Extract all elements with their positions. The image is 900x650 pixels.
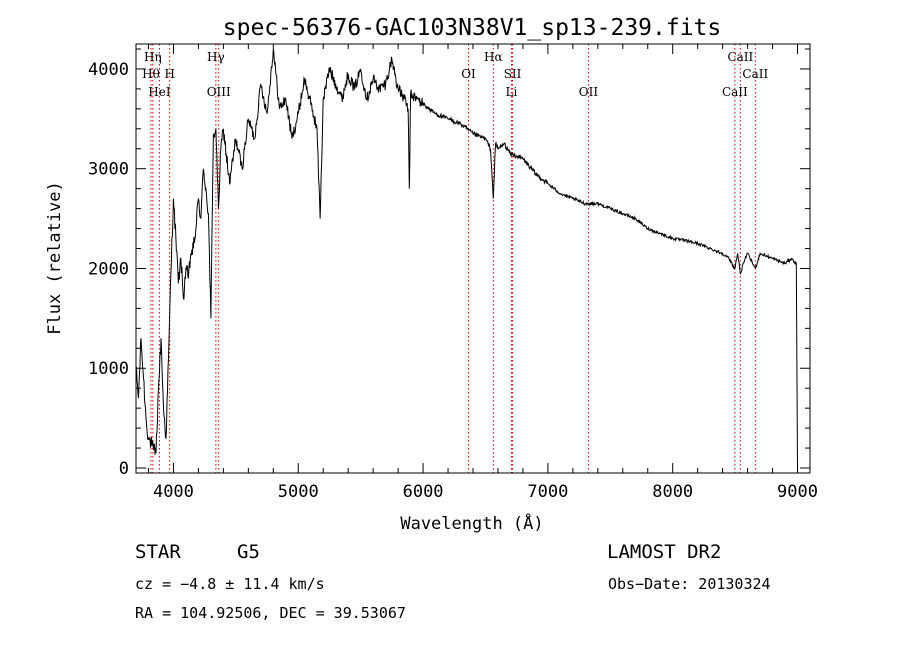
line-label-0: Hη [144,50,162,64]
x-axis-label: Wavelength (Å) [400,512,543,534]
line-label-10: OII [579,85,599,99]
x-tick-label-6000: 6000 [403,482,444,502]
coordinates: RA = 104.92506, DEC = 39.53067 [135,604,406,622]
survey-name: LAMOST DR2 [607,541,722,563]
line-label-7: Hα [484,50,503,64]
y-axis-label: Flux (relative) [45,181,65,335]
x-tick-label-4000: 4000 [153,482,194,502]
object-class: STAR [135,541,181,563]
x-tick-label-7000: 7000 [527,482,568,502]
y-tick-label-3000: 3000 [88,160,129,180]
chart-title: spec-56376-GAC103N38V1_sp13-239.fits [223,15,722,41]
line-label-9: Li [506,85,518,99]
line-label-12: CaII [742,67,768,81]
y-tick-label-4000: 4000 [88,60,129,80]
line-label-6: OI [461,67,476,81]
line-label-13: CaII [722,85,748,99]
line-label-11: CaII [727,50,753,64]
line-label-4: Hγ [207,50,225,64]
spectrum-line [135,48,798,469]
x-tick-label-5000: 5000 [278,482,319,502]
y-tick-label-1000: 1000 [88,359,129,379]
line-label-3: HeI [148,85,171,99]
line-label-8: SII [504,67,522,81]
y-tick-label-0: 0 [119,459,129,479]
object-subclass: G5 [237,541,260,563]
line-label-2: H [164,67,174,81]
line-label-5: OIII [207,85,231,99]
cz-value: cz = −4.8 ± 11.4 km/s [135,575,325,593]
spectrum-chart: spec-56376-GAC103N38V1_sp13-239.fits HηH… [45,15,818,534]
axis-ticks: 4000 5000 6000 7000 8000 9000 0 1000 2000 3000 400… [88,44,818,502]
line-label-1: Hθ [142,67,160,81]
plot-frame [135,43,811,474]
x-tick-label-8000: 8000 [652,482,693,502]
y-tick-label-2000: 2000 [88,259,129,279]
x-tick-label-9000: 9000 [777,482,818,502]
obs-date: Obs−Date: 20130324 [608,575,771,593]
